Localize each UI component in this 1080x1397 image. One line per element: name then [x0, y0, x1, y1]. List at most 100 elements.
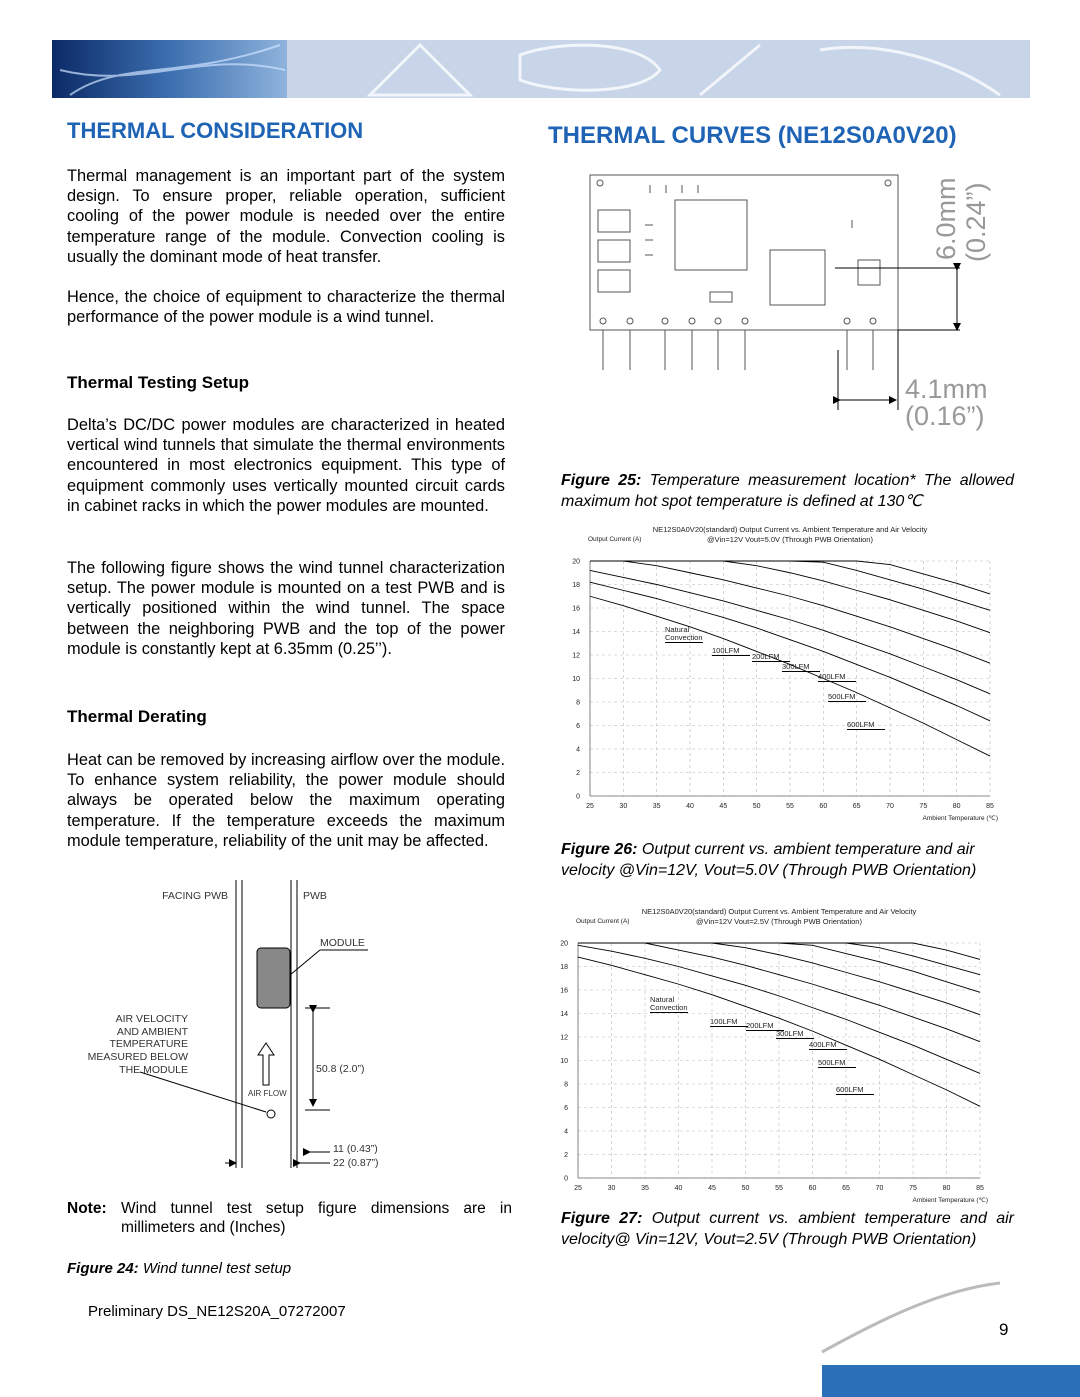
y-tick-label: 16 — [572, 606, 580, 613]
y-tick-label: 14 — [572, 629, 580, 636]
label: 11 (0.43”) — [333, 1143, 378, 1155]
chart: NE12S0A0V20(standard) Output Current vs.… — [560, 907, 988, 1204]
x-tick-label: 70 — [876, 1185, 884, 1192]
x-tick-label: 30 — [619, 803, 627, 810]
x-tick-label: 50 — [753, 803, 761, 810]
series-label: 300LFM — [782, 663, 820, 672]
y-tick-label: 18 — [560, 964, 568, 971]
series-label: 200LFM — [746, 1022, 784, 1031]
label: AND AMBIENT — [117, 1026, 189, 1038]
y-tick-label: 6 — [576, 723, 580, 730]
y-axis-label: Output Current (A) — [588, 536, 641, 543]
series-label-box: 600LFM — [836, 1086, 874, 1095]
x-tick-label: 55 — [786, 803, 794, 810]
y-tick-label: 8 — [576, 700, 580, 707]
caption-label: Figure 24: — [67, 1260, 139, 1277]
y-tick-label: 12 — [572, 653, 580, 660]
y-tick-label: 16 — [560, 988, 568, 995]
series-line — [590, 560, 991, 595]
x-tick-label: 75 — [919, 803, 927, 810]
label: TEMPERATURE — [109, 1038, 188, 1050]
note-text: Wind tunnel test setup figure dimensions… — [121, 1200, 512, 1236]
caption: Figure 27: Output current vs. ambient te… — [561, 1208, 1014, 1250]
series-label-box: 400LFM — [818, 673, 856, 682]
caption-text: Wind tunnel test setup — [142, 1260, 292, 1277]
series-line — [589, 581, 991, 722]
dimension: (0.24”) — [961, 182, 991, 262]
x-tick-label: 40 — [675, 1185, 683, 1192]
x-tick-label: 50 — [742, 1185, 750, 1192]
label: THE MODULE — [119, 1064, 188, 1076]
series-line — [577, 956, 981, 1107]
series-label-box: 300LFM — [776, 1030, 814, 1039]
note: Note: Wind tunnel test setup figure dime… — [67, 1199, 512, 1237]
label: AIR FLOW — [248, 1089, 287, 1098]
x-tick-label: 35 — [653, 803, 661, 810]
label: FACING PWB — [162, 890, 228, 902]
note-label: Note: — [67, 1200, 107, 1217]
caption-text: Temperature measurement location* The al… — [561, 472, 1014, 510]
chart-subtitle: @Vin=12V Vout=5.0V (Through PWB Orientat… — [707, 535, 873, 544]
chart-title: NE12S0A0V20(standard) Output Current vs.… — [653, 525, 928, 534]
series-label: 300LFM — [776, 1030, 814, 1039]
caption-label: Figure 27: — [561, 1210, 643, 1227]
chart: NE12S0A0V20(standard) Output Current vs.… — [572, 525, 998, 822]
y-tick-label: 2 — [564, 1152, 568, 1159]
x-tick-label: 70 — [886, 803, 894, 810]
series-label: 500LFM — [818, 1059, 856, 1068]
caption: Figure 25: Temperature measurement locat… — [561, 470, 1014, 512]
y-axis-label: Output Current (A) — [576, 918, 629, 925]
caption-text: Output current vs. ambient temperature a… — [561, 841, 977, 879]
x-tick-label: 85 — [976, 1185, 984, 1192]
series-label: 100LFM — [710, 1018, 748, 1027]
x-tick-label: 80 — [953, 803, 961, 810]
x-tick-label: 40 — [686, 803, 694, 810]
series-line — [589, 595, 991, 757]
y-tick-label: 4 — [576, 747, 580, 754]
series-label-box: 100LFM — [712, 647, 750, 656]
dimension: 4.1mm — [905, 374, 988, 404]
series-label: 100LFM — [712, 647, 750, 656]
y-tick-label: 0 — [564, 1176, 568, 1183]
x-tick-label: 25 — [586, 803, 594, 810]
y-tick-label: 10 — [572, 676, 580, 683]
series-label-box: 600LFM — [847, 721, 885, 730]
label: 50.8 (2.0”) — [316, 1063, 364, 1075]
figure-25: 6.0mm (0.24”) 4.1mm (0.16”) — [589, 174, 991, 431]
series-line — [577, 944, 981, 1074]
x-tick-label: 80 — [943, 1185, 951, 1192]
y-tick-label: 4 — [564, 1129, 568, 1136]
banner — [52, 40, 1030, 98]
chart-title: NE12S0A0V20(standard) Output Current vs.… — [642, 907, 917, 916]
y-tick-label: 0 — [576, 794, 580, 801]
caption-label: Figure 26: — [561, 841, 638, 858]
paragraph: Hence, the choice of equipment to charac… — [67, 288, 505, 327]
y-tick-label: 20 — [572, 559, 580, 566]
series-label-box: 100LFM — [710, 1018, 748, 1027]
label: MEASURED BELOW — [88, 1051, 188, 1063]
y-tick-label: 10 — [560, 1058, 568, 1065]
x-tick-label: 35 — [641, 1185, 649, 1192]
series-label: 600LFM — [847, 721, 885, 730]
x-tick-label: 65 — [842, 1185, 850, 1192]
figure-24: FACING PWB PWB MODULE AIR VELOCITY AND A… — [88, 880, 379, 1169]
caption-text: Output current vs. ambient temperature a… — [561, 1210, 1015, 1248]
subheading: Thermal Testing Setup — [67, 373, 249, 392]
y-tick-label: 8 — [564, 1082, 568, 1089]
y-tick-label: 18 — [572, 582, 580, 589]
dimension: (0.16”) — [905, 401, 985, 431]
page-number: 9 — [999, 1320, 1009, 1339]
series-label-box: 400LFM — [809, 1041, 847, 1050]
label: AIR VELOCITY — [116, 1013, 188, 1025]
x-axis-label: Ambient Temperature (℃) — [913, 1197, 988, 1204]
series-label: 600LFM — [836, 1086, 874, 1095]
footer-doc-id: Preliminary DS_NE12S20A_07272007 — [88, 1303, 346, 1320]
x-tick-label: 45 — [719, 803, 727, 810]
x-tick-label: 60 — [809, 1185, 817, 1192]
subheading: Thermal Derating — [67, 707, 207, 726]
x-tick-label: 55 — [775, 1185, 783, 1192]
section-title: THERMAL CURVES (NE12S0A0V20) — [548, 122, 957, 149]
label: PWB — [303, 890, 327, 902]
